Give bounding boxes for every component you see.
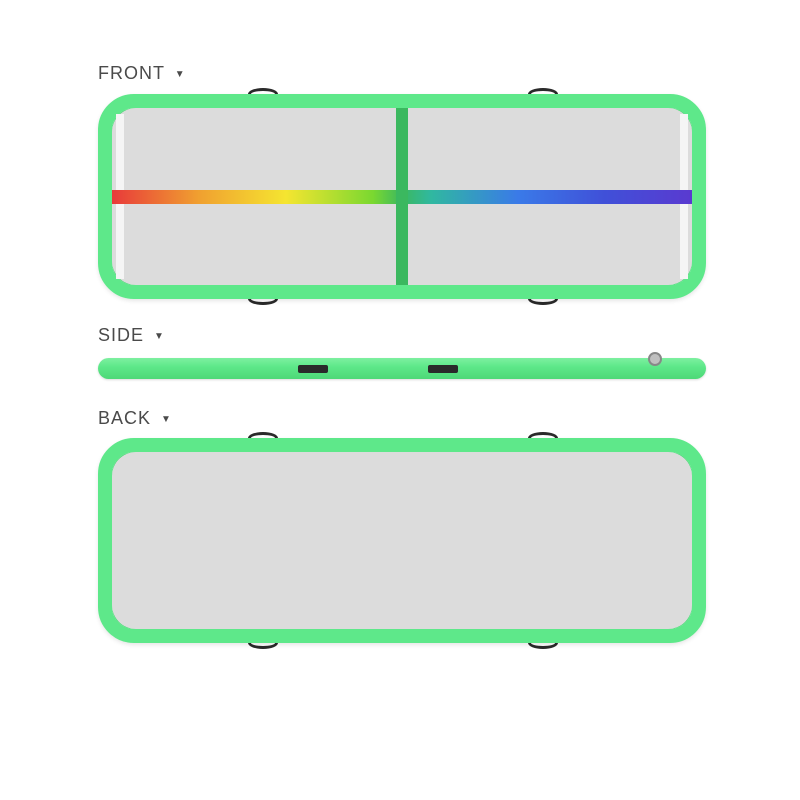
mat-back — [98, 438, 706, 643]
triangle-icon: ▼ — [154, 331, 165, 342]
label-side-text: SIDE — [98, 325, 144, 345]
center-line — [396, 108, 408, 285]
label-front: FRONT ▼ — [98, 63, 186, 84]
label-front-text: FRONT — [98, 63, 165, 83]
triangle-icon: ▼ — [175, 69, 186, 80]
triangle-icon: ▼ — [161, 414, 172, 425]
label-back-text: BACK — [98, 408, 151, 428]
label-side: SIDE ▼ — [98, 325, 165, 346]
mat-side — [98, 358, 706, 379]
mat-front — [98, 94, 706, 299]
valve-icon — [648, 352, 662, 366]
mat-back-surface — [112, 452, 692, 629]
label-back: BACK ▼ — [98, 408, 172, 429]
side-handle — [428, 365, 458, 373]
side-handle — [298, 365, 328, 373]
